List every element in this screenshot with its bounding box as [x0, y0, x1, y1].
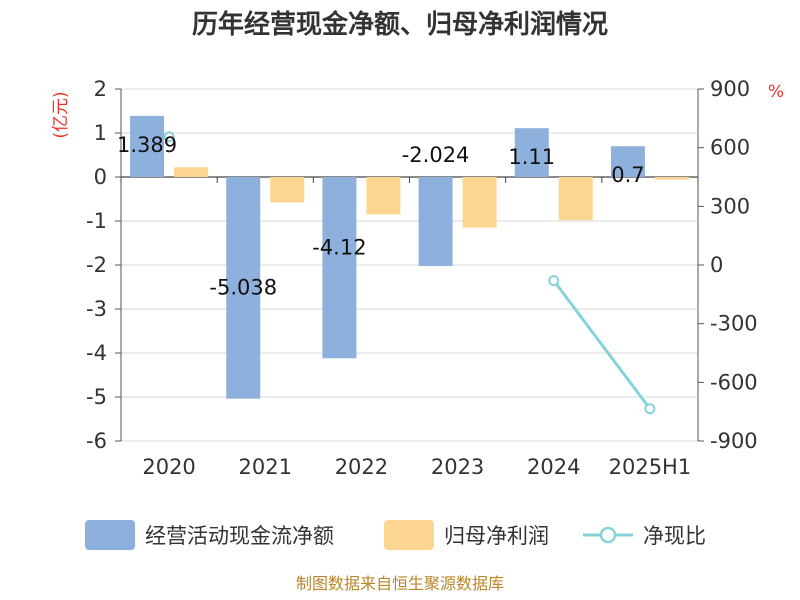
x-tick-label: 2020	[142, 455, 195, 479]
y-left-tick-label: -2	[86, 253, 107, 277]
ratio-point	[548, 275, 560, 287]
y-left-tick-label: -1	[86, 209, 107, 233]
ratio-point	[163, 131, 175, 143]
ratio-line	[163, 131, 656, 415]
bar	[514, 128, 549, 177]
data-label: -2.024	[402, 143, 470, 167]
y-left-label: (亿元)	[51, 91, 71, 138]
bar	[366, 177, 401, 215]
data-labels: 1.389 -5.038 -4.12 -2.024 1.11 0.7	[117, 133, 645, 300]
data-label: 1.389	[117, 133, 177, 157]
bar	[610, 146, 645, 177]
axes: 2 1 0 -1 -2 -3 -4 -5 -6 900 600 300 0 -300 -600 -900 202…	[86, 77, 758, 479]
y-left-tick-label: -6	[86, 429, 107, 453]
bar	[462, 177, 497, 228]
x-tick-label: 2025H1	[609, 455, 692, 479]
legend: 经营活动现金流净额 归母净利润 净现比	[85, 520, 706, 550]
y-right-tick-label: -300	[710, 312, 758, 336]
x-tick-label: 2021	[239, 455, 292, 479]
legend-marker-ratio	[599, 526, 617, 544]
bar	[270, 177, 305, 203]
y-left-tick-label: 2	[94, 77, 107, 101]
y-right-tick-label: -900	[710, 429, 758, 453]
y-left-tick-label: 0	[94, 165, 107, 189]
bar	[558, 177, 593, 221]
bar	[130, 115, 165, 177]
source-note: 制图数据来自恒生聚源数据库	[296, 574, 504, 593]
data-label: 1.11	[508, 145, 555, 169]
y-left-tick-label: -4	[86, 341, 107, 365]
y-right-tick-label: 600	[710, 136, 750, 160]
data-label: 0.7	[611, 163, 644, 187]
bar	[654, 177, 689, 180]
chart-title: 历年经营现金净额、归母净利润情况	[192, 9, 608, 40]
y-right-tick-label: -600	[710, 370, 758, 394]
y-right-tick-label: 300	[710, 194, 750, 218]
bar	[418, 177, 453, 267]
y-right-tick-label: 0	[710, 253, 723, 277]
legend-swatch-profit	[384, 520, 434, 550]
legend-label-profit: 归母净利润	[444, 524, 549, 548]
x-tick-label: 2024	[527, 455, 580, 479]
ratio-line-segment	[552, 279, 652, 410]
y-right-tick-label: 900	[710, 77, 750, 101]
y-left-tick-label: -3	[86, 297, 107, 321]
data-label: -5.038	[209, 276, 277, 300]
bars	[130, 115, 689, 399]
grid	[121, 88, 698, 442]
y-right-label: %	[768, 82, 784, 102]
legend-label-ratio: 净现比	[643, 524, 706, 548]
bar	[174, 167, 209, 177]
bar	[226, 177, 261, 399]
bar	[322, 177, 357, 359]
y-left-tick-label: -5	[86, 385, 107, 409]
x-tick-label: 2023	[431, 455, 484, 479]
data-label: -4.12	[312, 235, 366, 259]
ratio-point	[644, 403, 656, 415]
y-left-tick-label: 1	[94, 121, 107, 145]
legend-swatch-cashflow	[85, 520, 135, 550]
legend-label-cashflow: 经营活动现金流净额	[145, 524, 334, 548]
x-tick-label: 2022	[335, 455, 388, 479]
